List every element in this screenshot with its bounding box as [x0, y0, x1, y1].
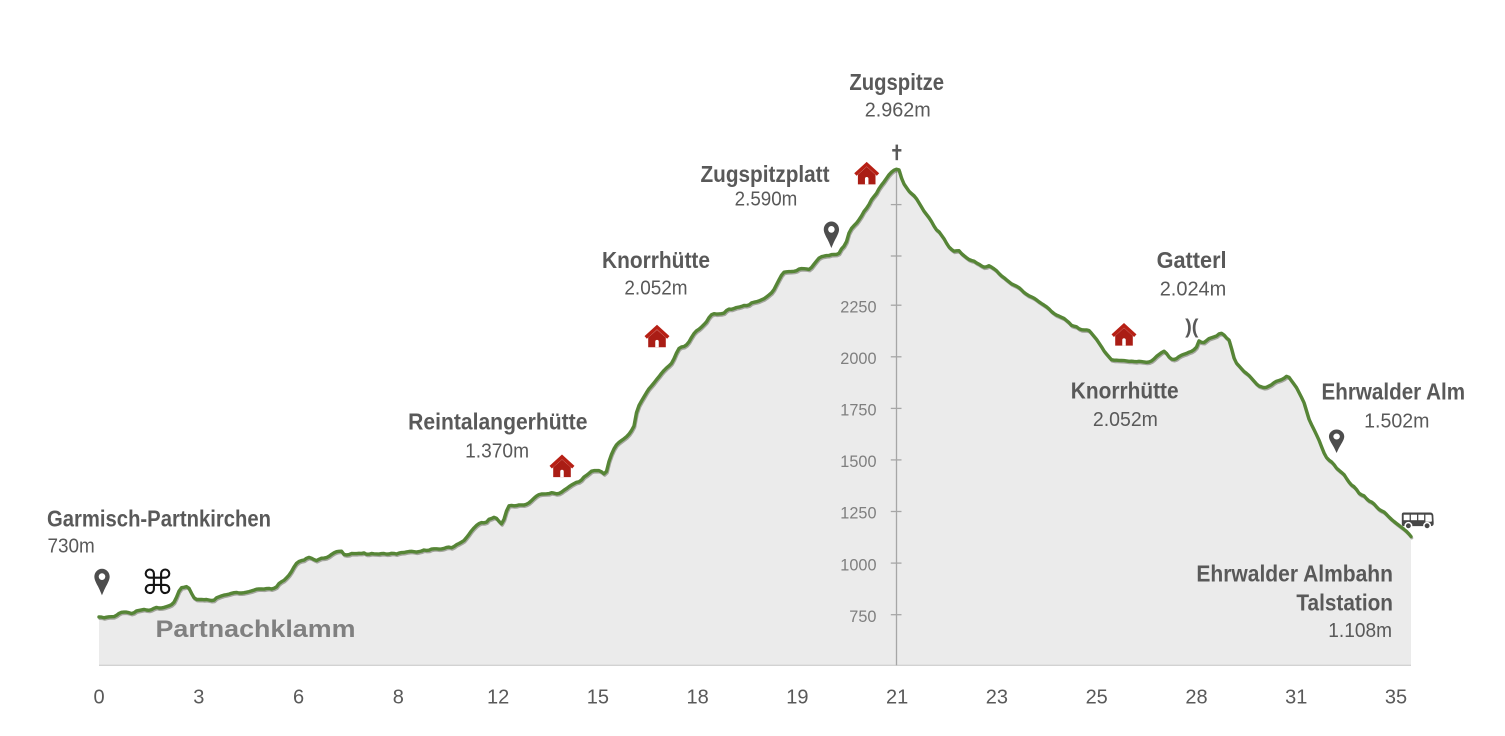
- svg-text:2250: 2250: [840, 298, 876, 316]
- svg-text:6: 6: [293, 686, 304, 708]
- svg-text:Reintalangerhütte: Reintalangerhütte: [408, 409, 587, 435]
- svg-text:Zugspitze: Zugspitze: [849, 69, 944, 95]
- svg-text:Zugspitzplatt: Zugspitzplatt: [701, 161, 830, 187]
- svg-text:Gatterl: Gatterl: [1157, 247, 1227, 273]
- svg-text:0: 0: [93, 686, 104, 708]
- svg-text:2.962m: 2.962m: [865, 99, 931, 121]
- svg-text:3: 3: [193, 686, 204, 708]
- svg-text:18: 18: [686, 686, 708, 708]
- svg-text:Ehrwalder Almbahn: Ehrwalder Almbahn: [1196, 561, 1393, 587]
- svg-text:23: 23: [986, 686, 1008, 708]
- svg-text:Knorrhütte: Knorrhütte: [602, 247, 710, 273]
- svg-text:1250: 1250: [840, 505, 876, 523]
- svg-text:Ehrwalder Alm: Ehrwalder Alm: [1322, 378, 1466, 404]
- svg-text:8: 8: [393, 686, 404, 708]
- svg-text:2000: 2000: [840, 350, 876, 368]
- svg-text:Garmisch-Partnkirchen: Garmisch-Partnkirchen: [47, 506, 271, 532]
- svg-text:2.052m: 2.052m: [1093, 409, 1158, 431]
- svg-text:750: 750: [849, 608, 876, 626]
- svg-text:1000: 1000: [840, 556, 876, 574]
- svg-text:15: 15: [587, 686, 609, 708]
- svg-text:1.370m: 1.370m: [465, 441, 529, 463]
- svg-text:1500: 1500: [840, 453, 876, 471]
- svg-text:19: 19: [786, 686, 808, 708]
- svg-text:2.024m: 2.024m: [1160, 278, 1227, 300]
- svg-text:25: 25: [1086, 686, 1108, 708]
- svg-text:)(: )(: [1185, 317, 1199, 339]
- svg-text:730m: 730m: [48, 535, 95, 557]
- svg-text:1.502m: 1.502m: [1364, 410, 1429, 432]
- svg-text:1.108m: 1.108m: [1328, 620, 1392, 642]
- svg-text:12: 12: [487, 686, 509, 708]
- svg-text:Partnachklamm: Partnachklamm: [156, 616, 356, 643]
- svg-text:35: 35: [1385, 686, 1407, 708]
- svg-text:28: 28: [1185, 686, 1207, 708]
- svg-text:31: 31: [1285, 686, 1307, 708]
- svg-text:Knorrhütte: Knorrhütte: [1071, 377, 1179, 403]
- svg-text:1750: 1750: [840, 402, 876, 420]
- svg-text:2.590m: 2.590m: [735, 189, 798, 211]
- svg-text:Talstation: Talstation: [1296, 590, 1393, 616]
- svg-text:2.052m: 2.052m: [624, 278, 687, 300]
- svg-text:21: 21: [886, 686, 908, 708]
